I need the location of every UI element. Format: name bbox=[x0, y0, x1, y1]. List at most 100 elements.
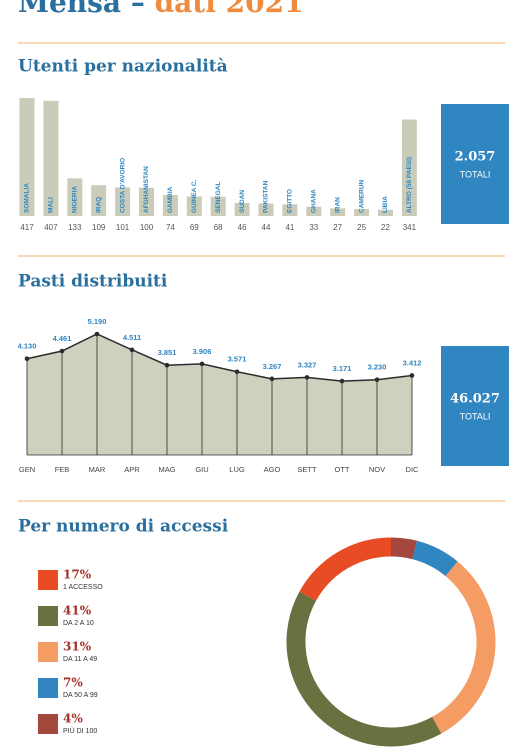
point bbox=[59, 348, 65, 354]
legend-value: 17% bbox=[63, 568, 92, 582]
donut-segment bbox=[299, 537, 392, 602]
x-tick-label: NOV bbox=[369, 465, 385, 474]
point bbox=[269, 376, 275, 382]
x-tick-label: FEB bbox=[55, 465, 70, 474]
legend-value: 7% bbox=[63, 676, 83, 690]
category-label: ALTRO (58 PAESI) bbox=[406, 157, 413, 213]
category-label: SOMALIA bbox=[24, 183, 31, 213]
legend-swatch bbox=[38, 606, 58, 626]
value-label: 3.267 bbox=[263, 362, 282, 371]
x-tick-label: MAG bbox=[158, 465, 175, 474]
legend-swatch bbox=[38, 642, 58, 662]
bar bbox=[19, 98, 35, 216]
category-label: IRAQ bbox=[95, 197, 102, 213]
category-label: PAKISTAN bbox=[263, 180, 270, 213]
bar bbox=[210, 196, 226, 216]
legend-label: DA 2 A 10 bbox=[63, 620, 94, 627]
section-title: Per numero di accessi bbox=[18, 517, 229, 537]
point bbox=[94, 331, 100, 337]
title: Mensa – dati 2021 bbox=[18, 0, 304, 19]
point bbox=[199, 361, 205, 367]
category-label: EGITTO bbox=[287, 189, 294, 213]
donut-segment bbox=[431, 561, 496, 734]
point bbox=[339, 378, 345, 384]
section-title: Pasti distribuiti bbox=[18, 272, 168, 292]
value-label: 3.412 bbox=[403, 358, 422, 367]
category-label: AFGHANISTAN bbox=[143, 166, 150, 213]
value-label: 3.851 bbox=[158, 348, 177, 357]
value-label: 341 bbox=[403, 223, 417, 232]
x-tick-label: OTT bbox=[335, 465, 350, 474]
bar bbox=[258, 203, 274, 216]
total-value: 2.057 bbox=[455, 150, 496, 165]
value-label: 33 bbox=[309, 223, 318, 232]
donut-segment bbox=[390, 537, 417, 560]
total-box bbox=[441, 346, 509, 466]
value-label: 4.461 bbox=[53, 334, 72, 343]
value-label: 109 bbox=[92, 223, 106, 232]
value-label: 3.571 bbox=[228, 355, 247, 364]
value-label: 101 bbox=[116, 223, 130, 232]
bar bbox=[401, 119, 417, 216]
bar bbox=[306, 206, 322, 216]
value-label: 5.190 bbox=[88, 317, 107, 326]
value-label: 3.327 bbox=[298, 360, 317, 369]
category-label: NIGERIA bbox=[72, 186, 79, 213]
category-label: LIBIA bbox=[382, 196, 389, 213]
value-label: 27 bbox=[333, 223, 342, 232]
legend-label: PIÙ DI 100 bbox=[63, 726, 97, 735]
bar bbox=[186, 196, 202, 216]
title-part: dati 2021 bbox=[155, 0, 304, 19]
category-label: CAMERUN bbox=[358, 179, 365, 213]
line bbox=[26, 333, 413, 382]
category-label: SENEGAL bbox=[215, 182, 222, 213]
point bbox=[24, 356, 30, 362]
point bbox=[304, 375, 310, 380]
bar bbox=[282, 204, 298, 216]
bar bbox=[67, 178, 83, 216]
x-tick-label: MAR bbox=[89, 465, 106, 474]
bar bbox=[91, 185, 107, 216]
point bbox=[164, 362, 170, 368]
x-tick-label: APR bbox=[124, 465, 140, 474]
x-tick-label: GEN bbox=[19, 465, 35, 474]
value-label: 44 bbox=[262, 223, 271, 232]
bar bbox=[330, 208, 346, 216]
legend-value: 4% bbox=[63, 712, 83, 726]
value-label: 3.171 bbox=[333, 364, 352, 373]
bar bbox=[378, 209, 393, 216]
bar bbox=[162, 195, 178, 216]
value-label: 100 bbox=[140, 223, 154, 232]
legend-swatch bbox=[38, 570, 58, 590]
category-label: IRAN bbox=[334, 197, 341, 213]
category-label: SUDAN bbox=[239, 190, 246, 213]
value-label: 41 bbox=[285, 223, 294, 232]
legend-swatch bbox=[38, 714, 58, 734]
value-label: 4.511 bbox=[123, 333, 141, 342]
category-label: GHANA bbox=[311, 189, 318, 213]
value-label: 74 bbox=[166, 223, 175, 232]
legend-label: 1 ACCESSO bbox=[63, 584, 103, 591]
title-part: Mensa – bbox=[18, 0, 145, 19]
donut-segment bbox=[411, 540, 458, 577]
x-tick-label: SETT bbox=[297, 465, 317, 474]
total-label: TOTALI bbox=[460, 169, 491, 179]
x-tick-label: AGO bbox=[264, 465, 281, 474]
total-box bbox=[441, 104, 509, 224]
category-label: GUINEA C. bbox=[191, 179, 198, 213]
bar bbox=[115, 187, 131, 216]
bar bbox=[43, 100, 59, 216]
point bbox=[374, 377, 380, 382]
bar bbox=[139, 187, 154, 216]
total-value: 46.027 bbox=[450, 392, 500, 407]
legend-swatch bbox=[38, 678, 58, 698]
legend-label: DA 50 A 99 bbox=[63, 692, 98, 699]
x-tick-label: LUG bbox=[229, 465, 245, 474]
value-label: 69 bbox=[190, 223, 199, 232]
category-label: MALI bbox=[48, 197, 55, 213]
point bbox=[129, 347, 135, 353]
bar bbox=[354, 208, 370, 216]
value-label: 68 bbox=[214, 223, 223, 232]
